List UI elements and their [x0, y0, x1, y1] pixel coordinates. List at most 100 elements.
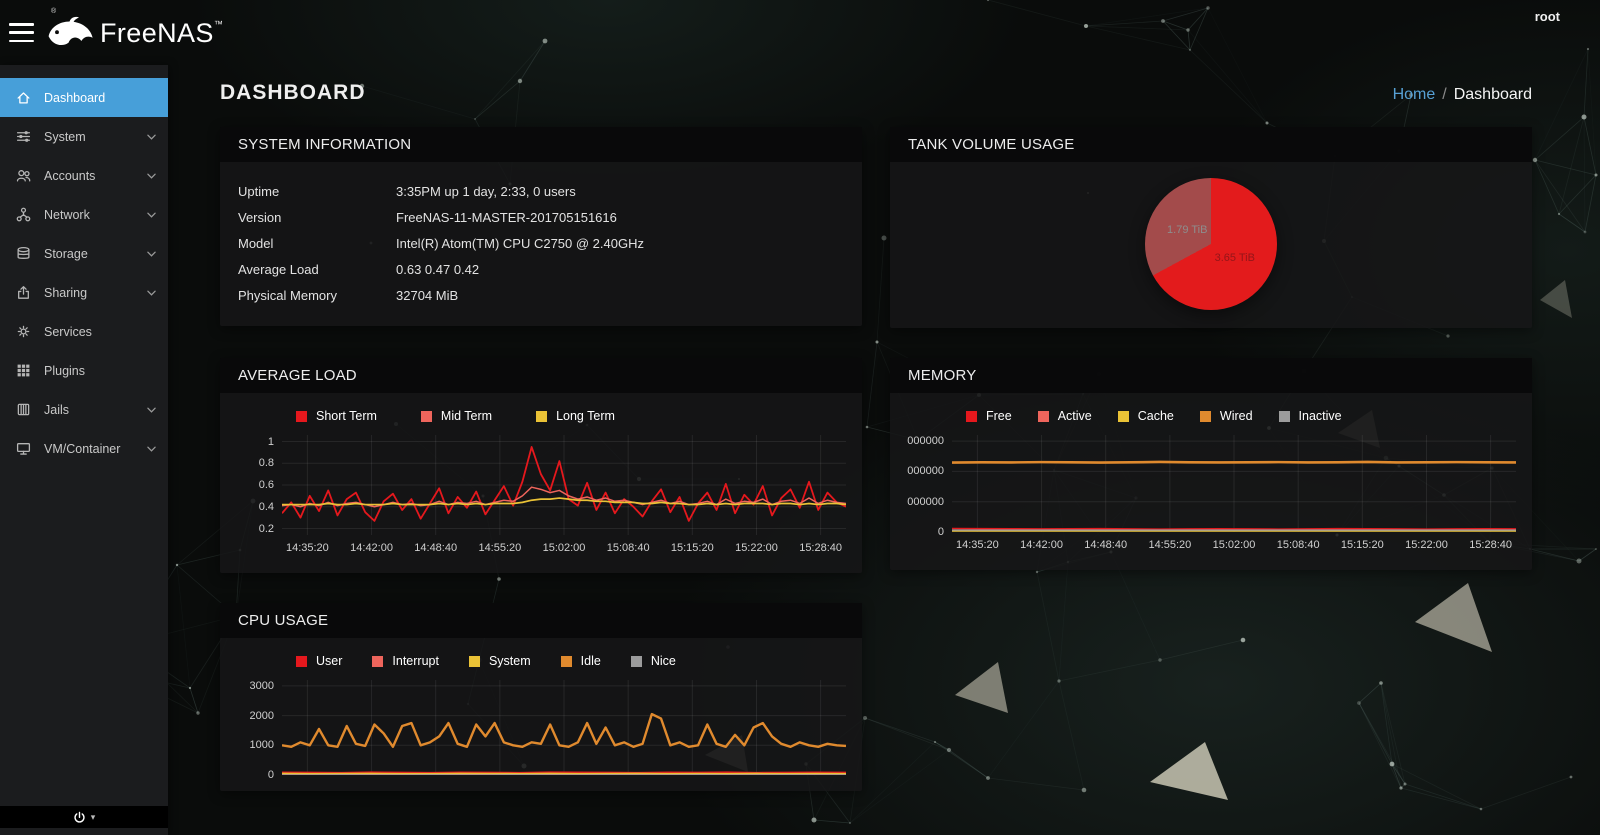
menu-toggle-button[interactable] — [9, 23, 34, 42]
legend-swatch — [1037, 410, 1049, 422]
y-axis-label: 0.6 — [258, 479, 274, 491]
legend-swatch — [420, 410, 432, 422]
series-wired — [952, 462, 1516, 463]
sidebar-item-label: Storage — [44, 246, 88, 261]
sidebar-item-accounts[interactable]: Accounts — [0, 156, 168, 195]
sidebar-item-dashboard[interactable]: Dashboard — [0, 78, 168, 117]
y-axis-label: 0.8 — [258, 457, 274, 470]
chevron-down-icon — [147, 251, 156, 257]
y-axis-label: 1 — [267, 435, 274, 448]
sidebar-item-network[interactable]: Network — [0, 195, 168, 234]
legend-label: User — [316, 654, 343, 668]
grid-icon — [16, 363, 31, 378]
freenas-logo: ® FreeNAS ™ — [47, 8, 223, 55]
sidebar-item-label: System — [44, 129, 86, 144]
sidebar-item-vm-container[interactable]: VM/Container — [0, 429, 168, 468]
network-icon — [16, 207, 31, 222]
legend-swatch — [296, 410, 307, 422]
legend-swatch — [296, 655, 307, 667]
chart-legend: Free Active Cache Wired Inactive — [966, 409, 1516, 423]
legend-swatch — [966, 410, 977, 422]
system-information-card: SYSTEM INFORMATION Uptime 3:35PM up 1 day… — [220, 127, 862, 326]
legend-swatch — [1117, 410, 1129, 422]
legend-label: Active — [1057, 409, 1092, 423]
sidebar-item-storage[interactable]: Storage — [0, 234, 168, 273]
sidebar-item-label: Jails — [44, 402, 70, 417]
chevron-down-icon — [147, 407, 156, 413]
topbar: ® FreeNAS ™ root — [0, 0, 1600, 65]
info-label: Version — [238, 209, 282, 225]
x-axis: 14:35:20 14:42:00 14:48:40 14:55:20 15:02:00… — [282, 542, 846, 557]
info-value: 3:35PM up 1 day, 2:33, 0 users — [396, 183, 576, 199]
card-title: AVERAGE LOAD — [220, 358, 862, 393]
info-value: FreeNAS-11-MASTER-201705151616 — [396, 209, 617, 225]
page-title: DASHBOARD — [220, 81, 366, 104]
vm-icon — [16, 441, 31, 456]
legend-label: Free — [986, 409, 1012, 423]
line-chart-plot — [952, 435, 1516, 532]
legend-label: Short Term — [316, 409, 377, 423]
share-icon — [16, 285, 31, 300]
sidebar-item-jails[interactable]: Jails — [0, 390, 168, 429]
sidebar-item-plugins[interactable]: Plugins — [0, 351, 168, 390]
info-label: Physical Memory — [238, 287, 337, 303]
x-axis: 14:35:20 14:42:00 14:48:40 14:55:20 15:02:00… — [952, 539, 1516, 554]
main-content: DASHBOARD Home / Dashboard SYSTEM INFORMAT… — [168, 65, 1600, 835]
sidebar-item-sharing[interactable]: Sharing — [0, 273, 168, 312]
x-axis-label: 15:28:40 — [1469, 539, 1513, 551]
sliders-icon — [16, 129, 31, 144]
cpu-usage-card: CPU USAGE User Interrupt System Idle Nice 300… — [220, 603, 862, 791]
pie-disc — [1145, 178, 1277, 310]
info-value: 0.63 0.47 0.42 — [396, 261, 480, 277]
info-row: Model Intel(R) Atom(TM) CPU C2750 @ 2.40G… — [238, 230, 844, 256]
legend-item: Interrupt — [372, 654, 439, 668]
legend-swatch — [536, 410, 548, 422]
chevron-down-icon — [147, 173, 156, 179]
y-axis: 3000 2000 1000 0 — [238, 680, 282, 781]
y-axis: 1 0.8 0.6 0.4 0.2 — [238, 435, 282, 535]
legend-item: Wired — [1199, 409, 1253, 423]
memory-chart: Free Active Cache Wired Inactive 000000 000000… — [890, 393, 1532, 570]
line-chart-plot — [282, 435, 846, 535]
x-axis-label: 15:08:40 — [606, 542, 650, 554]
power-icon — [74, 811, 85, 823]
memory-card: MEMORY Free Active Cache Wired Inactive 00000… — [890, 358, 1532, 570]
legend-item: System — [468, 654, 531, 668]
users-icon — [16, 168, 31, 183]
x-axis-label: 14:55:20 — [478, 542, 522, 554]
legend-swatch — [468, 655, 480, 667]
y-axis-label: 2000 — [249, 709, 274, 722]
breadcrumb-home-link[interactable]: Home — [1392, 86, 1436, 103]
legend-swatch — [372, 655, 384, 667]
chart-legend: Short Term Mid Term Long Term — [296, 409, 846, 423]
y-axis-label: 0.4 — [258, 500, 274, 513]
sidebar: Dashboard System Accounts Network Storage Sha… — [0, 65, 168, 835]
sidebar-item-label: Network — [44, 207, 90, 222]
power-button[interactable]: ▾ — [73, 811, 95, 824]
y-axis-label: 1000 — [249, 739, 274, 752]
card-title: TANK VOLUME USAGE — [890, 127, 1532, 162]
y-axis-label: 000000 — [907, 435, 944, 448]
user-menu[interactable]: root — [1534, 9, 1560, 24]
trademark: ™ — [213, 18, 223, 29]
series-idle — [282, 714, 846, 747]
y-axis-label: 0 — [267, 769, 274, 781]
card-title: SYSTEM INFORMATION — [220, 127, 862, 162]
chevron-down-icon — [147, 290, 156, 296]
info-row: Average Load 0.63 0.47 0.42 — [238, 256, 844, 282]
sidebar-item-services[interactable]: Services — [0, 312, 168, 351]
x-axis-label: 14:42:00 — [350, 542, 393, 554]
sidebar-item-system[interactable]: System — [0, 117, 168, 156]
chevron-down-icon — [147, 134, 156, 140]
legend-label: Wired — [1219, 409, 1253, 423]
info-label: Uptime — [238, 183, 280, 199]
y-axis-label: 0 — [937, 526, 944, 538]
x-axis-label: 15:15:20 — [670, 542, 714, 554]
info-value: Intel(R) Atom(TM) CPU C2750 @ 2.40GHz — [396, 235, 644, 251]
legend-label: Long Term — [556, 409, 615, 423]
legend-label: Idle — [580, 654, 601, 668]
y-axis-label: 000000 — [907, 465, 944, 478]
average-load-card: AVERAGE LOAD Short Term Mid Term Long Term… — [220, 358, 862, 573]
legend-item: User — [296, 654, 342, 668]
legend-item: Mid Term — [420, 409, 492, 423]
